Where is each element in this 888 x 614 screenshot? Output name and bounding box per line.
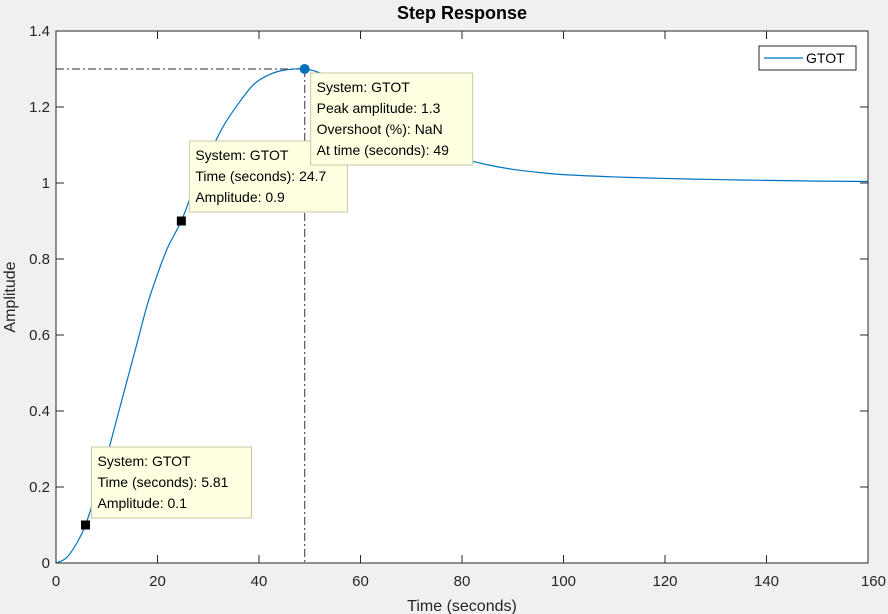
x-tick-label: 0 — [52, 573, 60, 590]
datatip-background — [310, 72, 474, 166]
series-layer — [55, 68, 869, 564]
datatip-line: System: GTOT — [97, 453, 191, 469]
datatip-markers — [80, 64, 310, 530]
x-tick-label: 60 — [352, 573, 369, 590]
datatip-box[interactable]: System: GTOT Time (seconds): 24.7 Amplitud… — [188, 140, 348, 213]
series-line-gtot[interactable] — [55, 68, 869, 564]
datatip-line: System: GTOT — [317, 79, 411, 95]
datatip-line: Time (seconds): 5.81 — [97, 474, 228, 490]
chart-title: Step Response — [397, 3, 527, 23]
datatips: System: GTOT Time (seconds): 5.81 Amplitud… — [90, 72, 474, 519]
datatip-line: Overshoot (%): NaN — [317, 121, 443, 137]
y-tick-label: 0.6 — [29, 327, 50, 344]
x-tick-label: 120 — [652, 573, 677, 590]
datatip-line: Amplitude: 0.9 — [195, 189, 285, 205]
y-axis-ticks: 0 0.2 0.4 0.6 0.8 1 1.2 1.4 — [29, 23, 868, 572]
y-tick-label: 1 — [42, 175, 50, 192]
y-tick-label: 1.2 — [29, 99, 50, 116]
y-tick-label: 0.4 — [29, 403, 50, 420]
x-tick-label: 100 — [551, 573, 576, 590]
datatip-line: Time (seconds): 24.7 — [195, 168, 326, 184]
datatip-line: System: GTOT — [195, 147, 289, 163]
legend-label: GTOT — [806, 50, 845, 66]
datatip-marker[interactable] — [176, 216, 186, 226]
peak-marker[interactable] — [299, 64, 310, 74]
x-axis-label: Time (seconds) — [407, 598, 517, 614]
datatip-line: At time (seconds): 49 — [317, 142, 449, 158]
y-tick-label: 0.2 — [29, 479, 50, 496]
datatip-box[interactable]: System: GTOT Time (seconds): 5.81 Amplitud… — [90, 446, 252, 519]
datatip-line: Peak amplitude: 1.3 — [317, 100, 441, 116]
datatip-box[interactable]: System: GTOT Peak amplitude: 1.3 Overshoot… — [310, 72, 474, 166]
y-tick-label: 0 — [42, 555, 50, 572]
y-tick-label: 0.8 — [29, 251, 50, 268]
x-axis-ticks: 0 20 40 60 80 100 120 140 160 — [52, 31, 886, 590]
legend[interactable]: GTOT — [758, 45, 857, 71]
x-tick-label: 40 — [251, 573, 268, 590]
y-axis-label: Amplitude — [2, 261, 19, 332]
x-tick-label: 20 — [149, 573, 166, 590]
x-tick-label: 140 — [754, 573, 779, 590]
x-tick-label: 160 — [861, 573, 886, 590]
datatip-background — [90, 446, 252, 519]
datatip-line: Amplitude: 0.1 — [97, 495, 187, 511]
x-tick-label: 80 — [454, 573, 471, 590]
datatip-marker[interactable] — [80, 520, 90, 530]
y-tick-label: 1.4 — [29, 23, 50, 40]
